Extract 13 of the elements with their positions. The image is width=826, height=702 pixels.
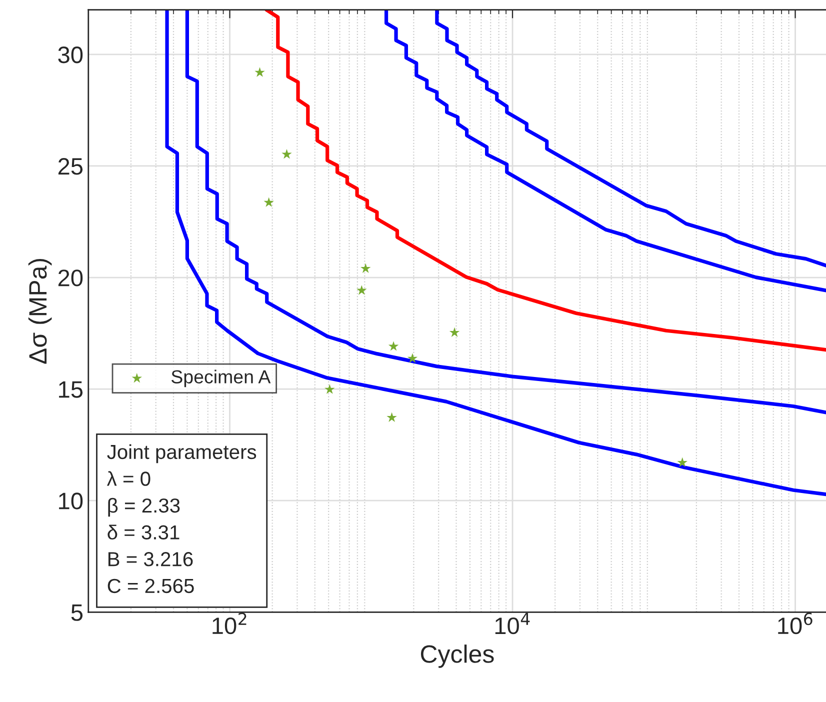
y-tick-label: 5 bbox=[71, 604, 83, 621]
y-tick-label: 20 bbox=[58, 270, 83, 286]
x-tick-label: 10$^{6}$ bbox=[778, 612, 812, 634]
y-tick-label: 25 bbox=[58, 158, 83, 175]
y-tick-label: 30 bbox=[58, 46, 83, 64]
y-tick-label: 10 bbox=[59, 492, 83, 510]
annotation: Joint parameters λ = 0 β = 2.33 δ = 3.31 B = 3.216 C = 2.565 bbox=[106, 444, 256, 594]
legend-label: Specimen A bbox=[171, 370, 271, 388]
y-tick-label: 15 bbox=[59, 381, 83, 398]
y-axis-title: Δσ (MPa) bbox=[28, 258, 52, 364]
x-tick-label: 10$^{2}$ bbox=[212, 612, 246, 634]
x-tick-label: 10$^{4}$ bbox=[495, 612, 530, 634]
x-axis-title: Cycles bbox=[420, 644, 494, 668]
